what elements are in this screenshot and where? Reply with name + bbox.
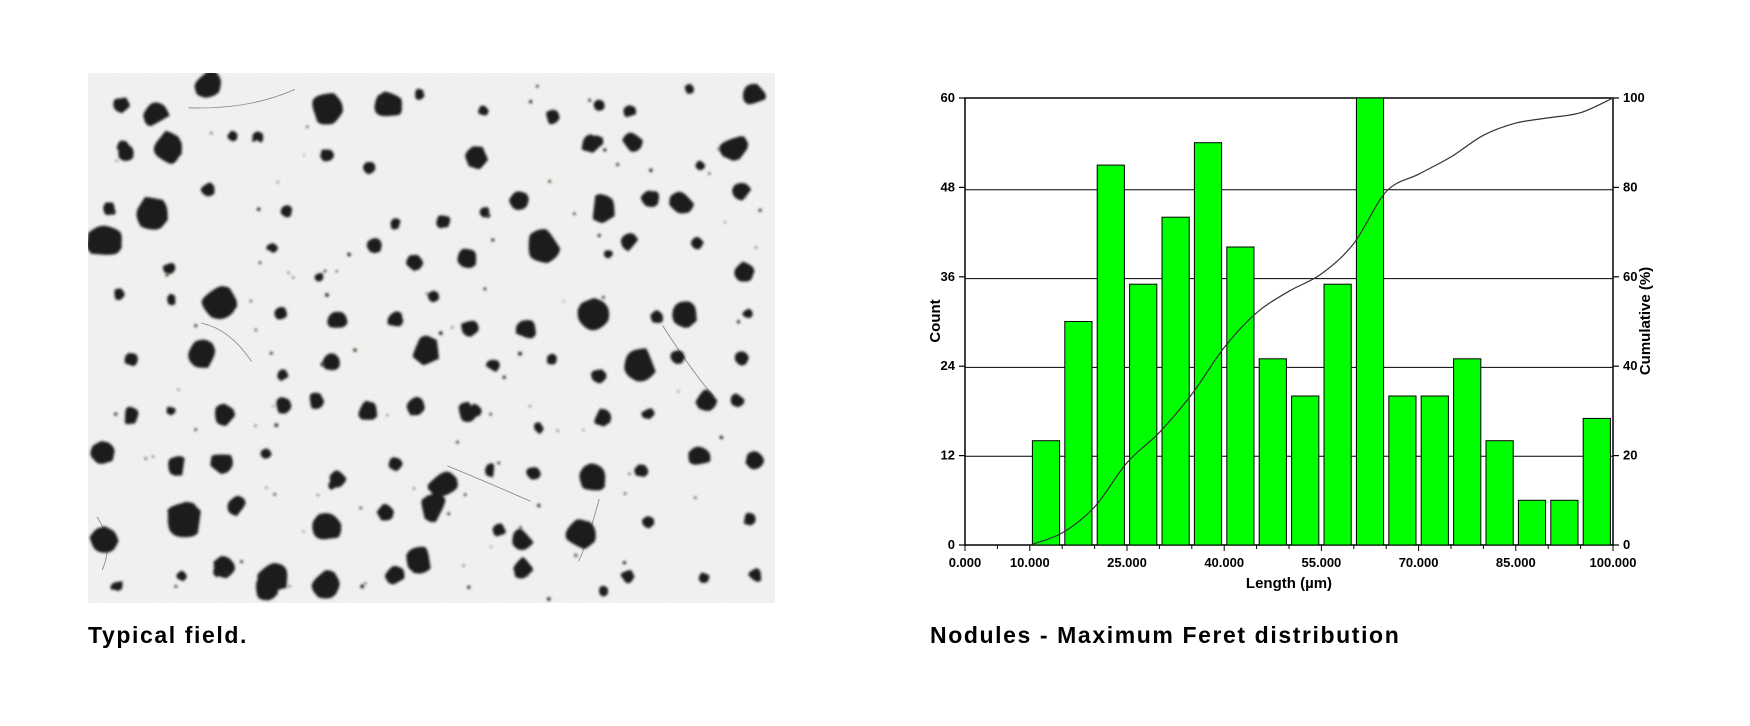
svg-text:55.000: 55.000 bbox=[1302, 555, 1342, 570]
svg-text:24: 24 bbox=[941, 358, 956, 373]
svg-text:40: 40 bbox=[1623, 358, 1637, 373]
svg-text:25.000: 25.000 bbox=[1107, 555, 1147, 570]
svg-text:Cumulative (%): Cumulative (%) bbox=[1637, 267, 1654, 375]
svg-text:60: 60 bbox=[941, 90, 955, 105]
svg-text:60: 60 bbox=[1623, 269, 1637, 284]
svg-text:0: 0 bbox=[1623, 537, 1630, 552]
svg-text:Count: Count bbox=[927, 299, 944, 342]
svg-text:85.000: 85.000 bbox=[1496, 555, 1536, 570]
svg-text:80: 80 bbox=[1623, 179, 1637, 194]
svg-text:48: 48 bbox=[941, 179, 955, 194]
svg-text:10.000: 10.000 bbox=[1010, 555, 1050, 570]
svg-text:70.000: 70.000 bbox=[1399, 555, 1439, 570]
svg-text:100.000: 100.000 bbox=[1590, 555, 1637, 570]
svg-text:12: 12 bbox=[941, 448, 955, 463]
svg-text:Length (µm): Length (µm) bbox=[1246, 575, 1332, 592]
svg-text:0: 0 bbox=[948, 537, 955, 552]
svg-text:20: 20 bbox=[1623, 448, 1637, 463]
svg-text:0.000: 0.000 bbox=[949, 555, 982, 570]
svg-text:100: 100 bbox=[1623, 90, 1645, 105]
svg-text:36: 36 bbox=[941, 269, 955, 284]
svg-text:40.000: 40.000 bbox=[1204, 555, 1244, 570]
